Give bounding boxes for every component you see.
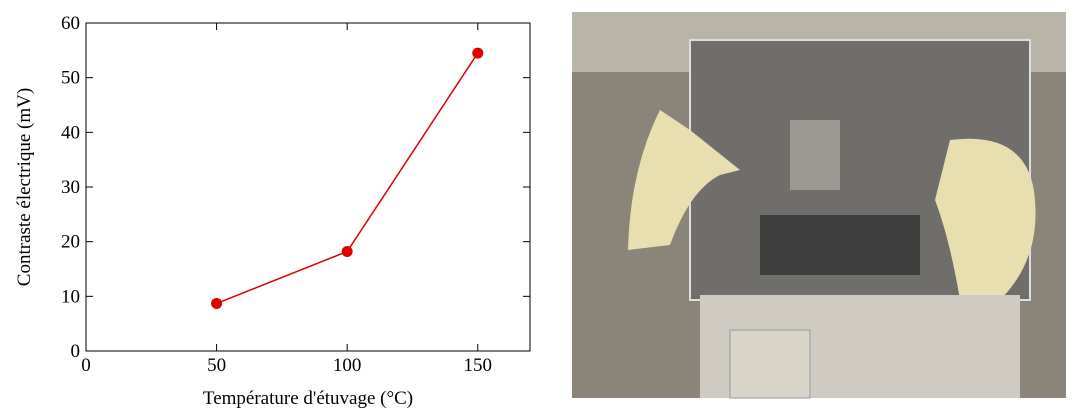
left-glove — [628, 110, 740, 250]
y-tick-label: 50 — [61, 68, 80, 89]
y-axis-label: Contraste électrique (mV) — [14, 88, 35, 286]
stage — [760, 215, 920, 275]
x-tick-label: 50 — [207, 355, 226, 376]
right-glove — [935, 138, 1036, 300]
y-tick-label: 10 — [61, 286, 80, 307]
data-point — [211, 297, 223, 309]
y-tick-label: 0 — [71, 341, 81, 362]
data-point — [472, 47, 484, 59]
x-tick-label: 100 — [333, 355, 362, 376]
y-tick-label: 30 — [61, 177, 80, 198]
y-tick-label: 60 — [61, 13, 80, 34]
x-tick-label: 150 — [464, 355, 493, 376]
photo — [572, 12, 1066, 399]
instrument — [790, 120, 840, 190]
plot-frame — [85, 22, 531, 352]
data-line — [216, 52, 479, 305]
x-axis-label: Température d'étuvage (°C) — [203, 388, 413, 409]
base-leg — [729, 329, 811, 399]
y-tick-label: 40 — [61, 122, 80, 143]
y-tick-label: 20 — [61, 232, 80, 253]
data-point — [341, 246, 353, 258]
x-tick-label: 0 — [81, 355, 91, 376]
